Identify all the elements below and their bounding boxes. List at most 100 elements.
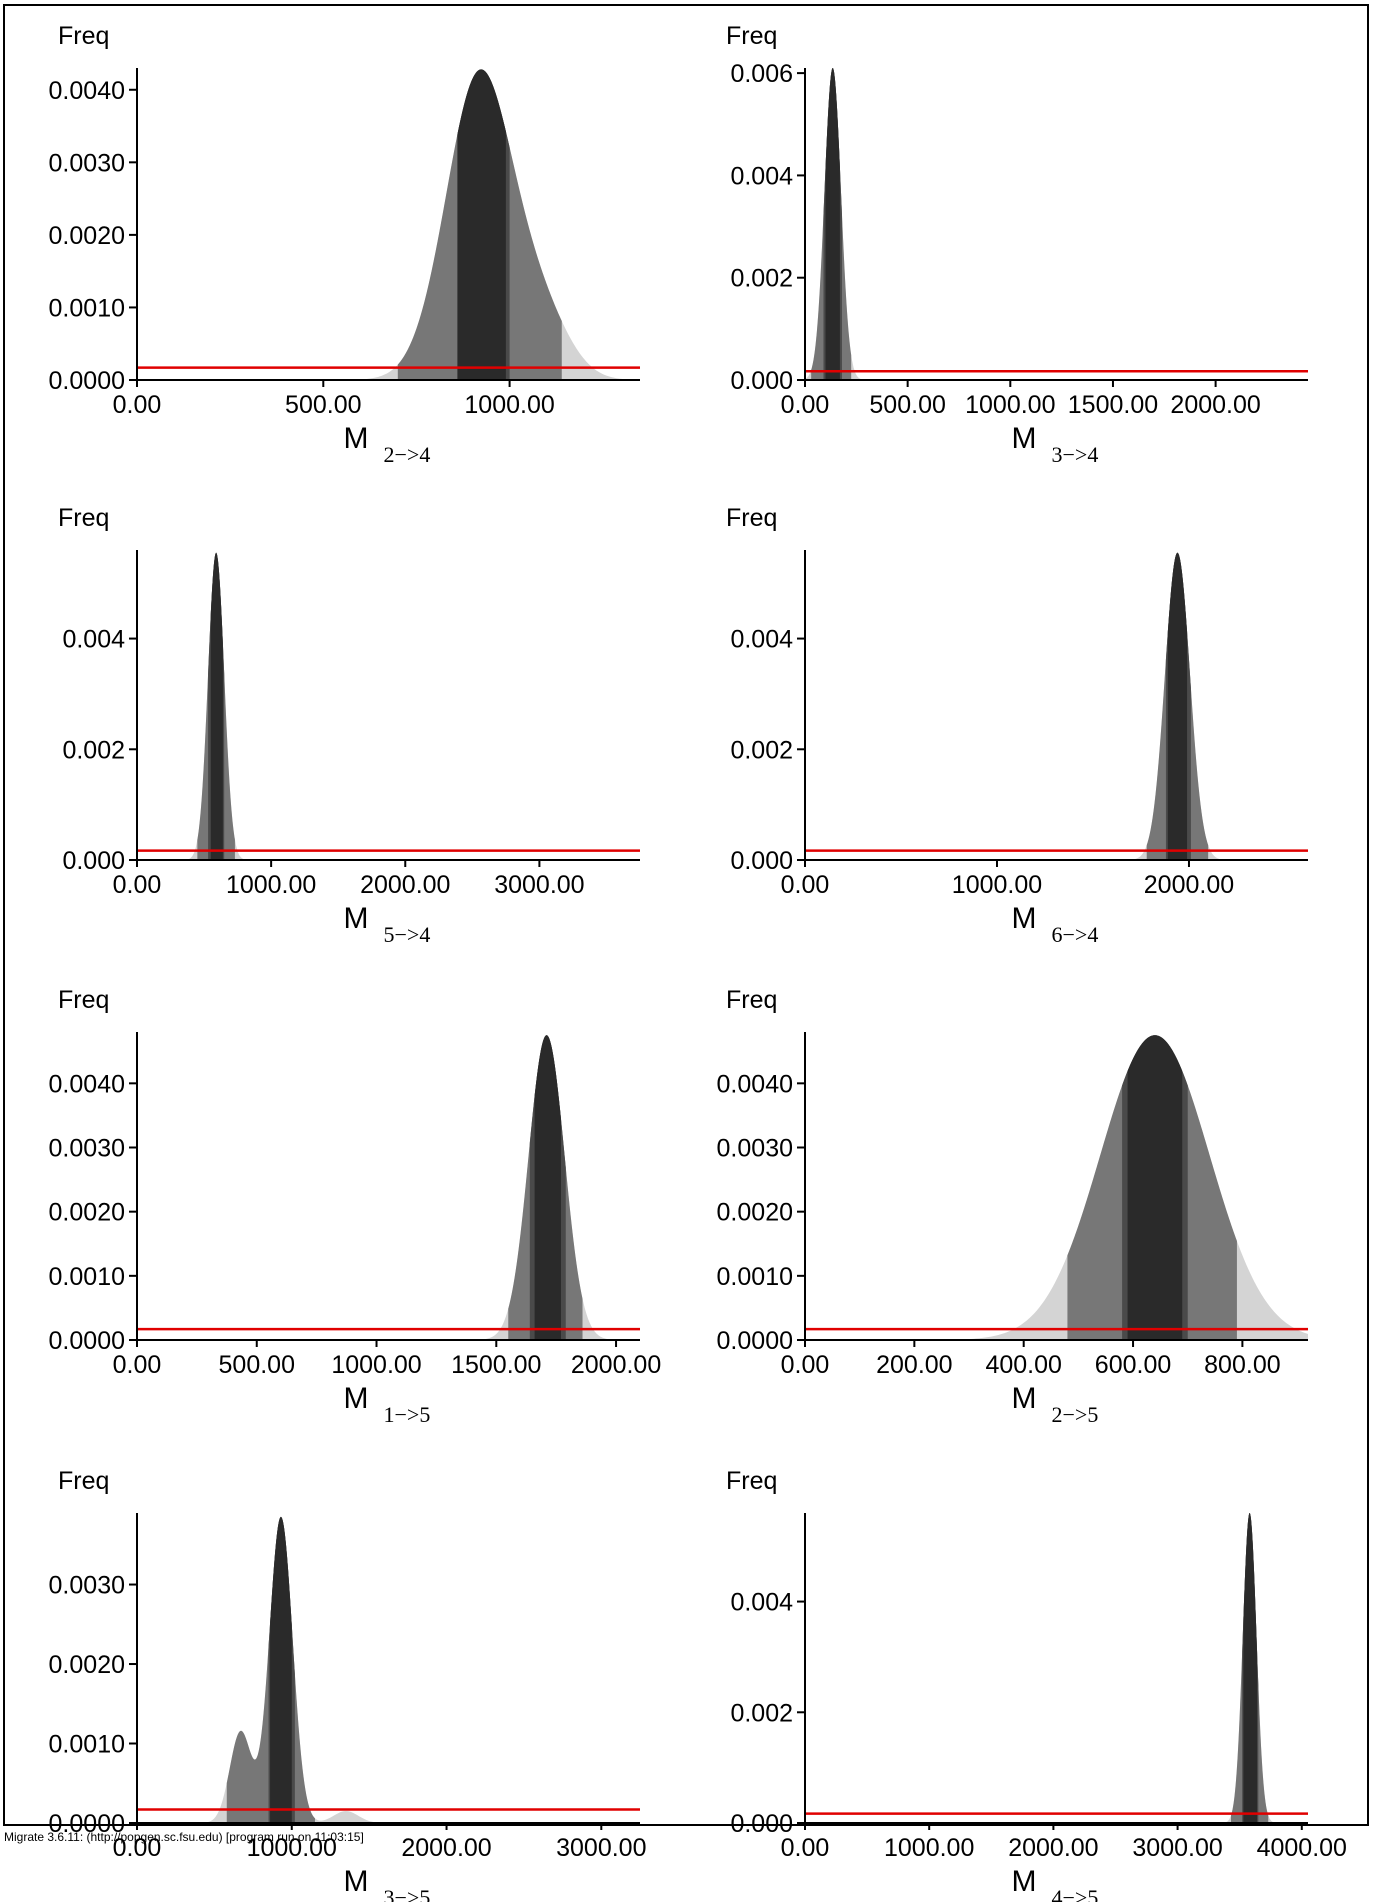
posterior-panel-5-to-4: 0.000 0.002 0.004 0.00 1000.00 2000.00 3000.00… (58, 504, 640, 947)
y-tick-label: 0.0020 (717, 1199, 793, 1227)
x-tick-label: 2000.00 (571, 1351, 661, 1379)
y-tick-label: 0.0010 (49, 1731, 125, 1759)
x-tick-label: 2000.00 (1144, 871, 1234, 899)
x-axis-label: M (1012, 422, 1037, 455)
x-tick-label: 1000.00 (884, 1834, 974, 1862)
x-axis-label-subscript: 4−>5 (1052, 1885, 1099, 1902)
x-axis-label: M (1012, 1382, 1037, 1415)
x-tick-label: 1000.00 (331, 1351, 421, 1379)
x-tick-label: 2000.00 (401, 1834, 491, 1862)
density-area-mode (1243, 1513, 1258, 1823)
x-tick-label: 1500.00 (1068, 391, 1158, 419)
y-tick-label: 0.0030 (717, 1135, 793, 1163)
x-tick-label: 500.00 (869, 391, 945, 419)
y-tick-label: 0.004 (730, 162, 793, 190)
y-tick-label: 0.004 (62, 626, 125, 654)
density-area-outer (805, 69, 1308, 381)
y-tick-label: 0.000 (730, 367, 793, 395)
x-axis-label-subscript: 3−>5 (384, 1885, 431, 1902)
y-tick-label: 0.000 (62, 847, 125, 875)
density-area-mode (457, 69, 506, 380)
y-tick-label: 0.0000 (49, 1810, 125, 1838)
x-tick-label: 0.00 (113, 391, 162, 419)
posterior-panel-4-to-5: 0.000 0.002 0.004 0.00 1000.00 2000.00 3000.00… (726, 1467, 1347, 1902)
x-axis-label-subscript: 2−>4 (384, 442, 431, 467)
x-tick-label: 2000.00 (1008, 1834, 1098, 1862)
x-tick-label: 2000.00 (360, 871, 450, 899)
x-tick-label: 0.00 (781, 871, 830, 899)
x-tick-label: 0.00 (113, 1834, 162, 1862)
y-tick-label: 0.0020 (49, 222, 125, 250)
y-axis-label: Freq (726, 1467, 777, 1495)
y-tick-label: 0.0040 (49, 77, 125, 105)
density-area-mode (534, 1035, 561, 1340)
x-tick-label: 1000.00 (965, 391, 1055, 419)
y-tick-label: 0.002 (62, 736, 125, 764)
x-tick-label: 2000.00 (1170, 391, 1260, 419)
y-axis-label: Freq (726, 504, 777, 532)
y-tick-label: 0.002 (730, 736, 793, 764)
x-axis-label-subscript: 2−>5 (1052, 1402, 1099, 1427)
x-tick-label: 1500.00 (451, 1351, 541, 1379)
density-area-mode (210, 552, 223, 860)
y-tick-label: 0.0040 (717, 1070, 793, 1098)
x-axis-label: M (344, 422, 369, 455)
density-area-mode (1127, 1035, 1183, 1340)
y-tick-label: 0.004 (730, 1589, 793, 1617)
density-area-mode (1167, 552, 1188, 860)
posterior-panel-3-to-4: 0.000 0.002 0.004 0.006 0.00 500.00 1000.00 150… (726, 22, 1308, 467)
x-tick-label: 0.00 (113, 1351, 162, 1379)
x-axis-label-subscript: 3−>4 (1052, 442, 1099, 467)
y-tick-label: 0.0010 (717, 1263, 793, 1291)
x-tick-label: 1000.00 (952, 871, 1042, 899)
y-tick-label: 0.0030 (49, 149, 125, 177)
footer-credit: Migrate 3.6.11: (http://popgen.sc.fsu.ed… (4, 1830, 364, 1844)
y-tick-label: 0.0030 (49, 1572, 125, 1600)
x-tick-label: 800.00 (1204, 1351, 1280, 1379)
x-tick-label: 0.00 (781, 391, 830, 419)
y-axis-label: Freq (58, 986, 109, 1014)
density-area-outer (805, 552, 1308, 860)
y-tick-label: 0.0000 (49, 367, 125, 395)
x-tick-label: 200.00 (876, 1351, 952, 1379)
x-axis-label-subscript: 6−>4 (1052, 922, 1099, 947)
y-tick-label: 0.006 (730, 60, 793, 88)
y-axis-label: Freq (58, 504, 109, 532)
density-area-outer (805, 1513, 1308, 1823)
y-tick-label: 0.004 (730, 626, 793, 654)
x-axis-label-subscript: 5−>4 (384, 922, 431, 947)
x-tick-label: 1000.00 (247, 1834, 337, 1862)
x-tick-label: 0.00 (781, 1351, 830, 1379)
x-tick-label: 4000.00 (1257, 1834, 1347, 1862)
y-tick-label: 0.0030 (49, 1135, 125, 1163)
y-axis-label: Freq (58, 1467, 109, 1495)
y-tick-label: 0.0020 (49, 1199, 125, 1227)
x-tick-label: 3000.00 (556, 1834, 646, 1862)
x-tick-label: 1000.00 (464, 391, 554, 419)
y-tick-label: 0.002 (730, 265, 793, 293)
y-axis-label: Freq (58, 22, 109, 50)
density-area-mode (825, 68, 840, 380)
x-tick-label: 600.00 (1095, 1351, 1171, 1379)
x-tick-label: 500.00 (285, 391, 361, 419)
posterior-panel-3-to-5: 0.0000 0.0010 0.0020 0.0030 0.00 1000.00 2000.… (49, 1467, 647, 1902)
y-tick-label: 0.0010 (49, 294, 125, 322)
y-tick-label: 0.0010 (49, 1263, 125, 1291)
x-tick-label: 400.00 (985, 1351, 1061, 1379)
y-tick-label: 0.0000 (49, 1327, 125, 1355)
y-tick-label: 0.002 (730, 1699, 793, 1727)
x-axis-label: M (344, 902, 369, 935)
y-axis-label: Freq (726, 22, 777, 50)
x-axis-label: M (344, 1382, 369, 1415)
x-tick-label: 3000.00 (494, 871, 584, 899)
posterior-panel-2-to-4: 0.0000 0.0010 0.0020 0.0030 0.0040 0.00 500.00… (49, 22, 640, 467)
density-area-outer (137, 1516, 640, 1823)
x-tick-label: 0.00 (113, 871, 162, 899)
x-axis-label: M (344, 1865, 369, 1898)
y-axis-label: Freq (726, 986, 777, 1014)
posterior-panel-1-to-5: 0.0000 0.0010 0.0020 0.0030 0.0040 0.00 500.00… (49, 986, 662, 1427)
x-tick-label: 0.00 (781, 1834, 830, 1862)
y-tick-label: 0.000 (730, 1810, 793, 1838)
